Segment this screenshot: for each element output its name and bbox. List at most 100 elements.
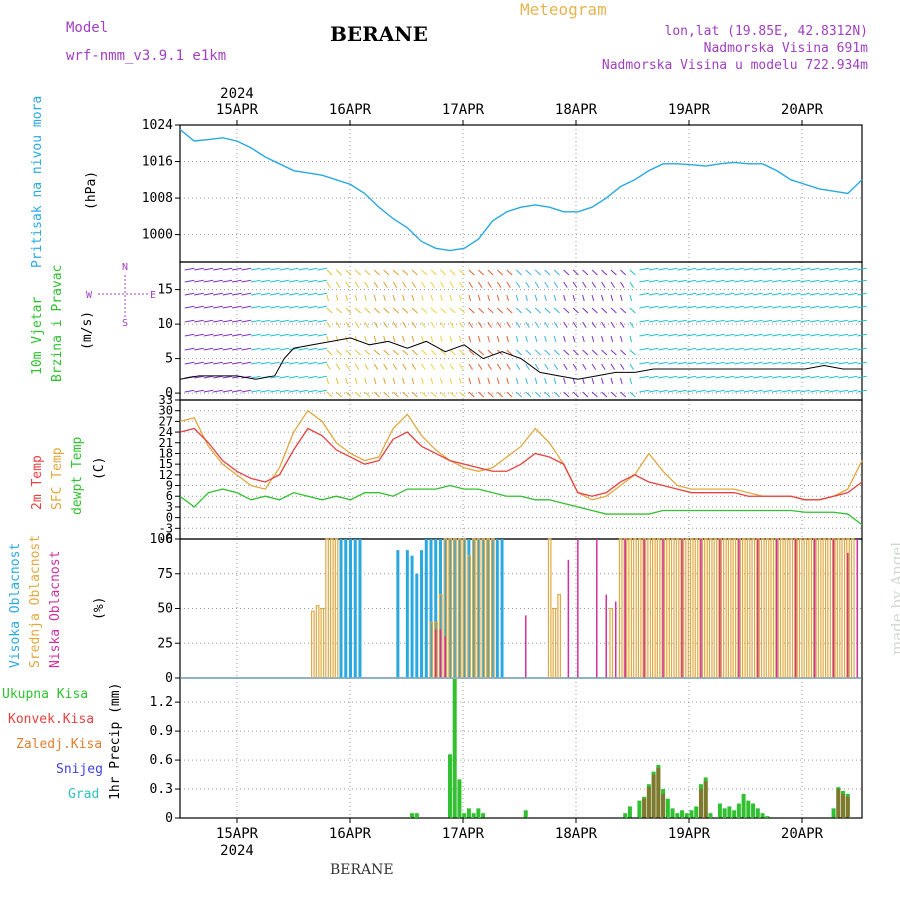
high-cloud-bar: [472, 539, 476, 678]
wind-barb: [430, 349, 437, 356]
wind-barb: [506, 377, 509, 385]
wind-barb: [677, 389, 687, 393]
wind-barb: [411, 377, 415, 385]
wind-barb: [421, 307, 428, 314]
wind-barb: [591, 269, 598, 276]
wind-barb: [402, 281, 407, 288]
wind-barb: [629, 363, 634, 370]
y-tick-label: 5: [165, 352, 173, 367]
wind-barb: [582, 363, 587, 370]
wind-barb: [809, 267, 820, 271]
wind-barb: [459, 363, 464, 370]
wind-barb: [705, 333, 716, 337]
precip-conv-bar: [845, 796, 850, 818]
wind-barb: [241, 319, 252, 323]
wind-barb: [734, 361, 744, 365]
wind-barb: [724, 375, 735, 379]
wind-barb: [250, 292, 261, 296]
mid-cloud-bar: [727, 538, 732, 679]
wind-barb: [639, 333, 650, 337]
low-cloud-bar: [700, 539, 702, 678]
wind-barb: [534, 349, 541, 356]
wind-barb: [809, 389, 820, 393]
wind-barb: [762, 375, 773, 379]
wind-barb: [232, 347, 242, 351]
wind-barb: [838, 361, 848, 365]
top-day-label: 16APR: [329, 102, 372, 118]
precip-total-bar: [637, 800, 642, 818]
wind-barb: [459, 281, 464, 288]
wind-barb: [762, 333, 773, 337]
wind-barb: [335, 349, 343, 356]
high-cloud-bar: [420, 550, 424, 678]
precip-total-bar: [447, 754, 452, 818]
wind-barb: [345, 321, 350, 328]
wind-barb: [809, 361, 820, 365]
wind-barb: [449, 363, 455, 370]
wind-barb: [241, 279, 252, 283]
wind-barb: [677, 347, 687, 351]
wind-barb: [392, 349, 399, 356]
wind-barb: [241, 267, 252, 271]
wind-barb: [591, 335, 595, 343]
top-day-label: 18APR: [555, 102, 598, 118]
wind-barb: [459, 307, 466, 314]
low-cloud-bar: [567, 559, 570, 678]
wind-barb: [639, 279, 650, 283]
wind-barb: [620, 349, 627, 356]
wind-barb: [715, 267, 725, 271]
wind-barb: [345, 391, 352, 398]
wind-barb: [317, 305, 327, 309]
precip-total-bar: [457, 779, 462, 818]
wind-barb: [582, 281, 587, 288]
wind-barb: [288, 347, 299, 351]
wind-barb: [553, 321, 559, 328]
wind-barb: [610, 349, 617, 356]
wind-barb: [771, 319, 782, 323]
wind-barb: [847, 375, 858, 379]
wind-barb: [468, 294, 472, 302]
wind-barb: [468, 321, 473, 328]
wind-barb: [563, 294, 566, 302]
wind-barb: [639, 305, 650, 309]
wind-barb: [752, 267, 763, 271]
wind-barb: [734, 347, 744, 351]
wind-barb: [686, 333, 697, 337]
wind-barb: [544, 294, 547, 302]
wind-barb: [762, 361, 773, 365]
wind-barb: [430, 377, 434, 385]
wind-barb: [705, 389, 716, 393]
wind-barb: [629, 281, 634, 288]
low-cloud-bar: [847, 552, 849, 678]
wind-barb: [194, 333, 204, 337]
wind-barb: [364, 294, 367, 302]
precip-conv-bar: [661, 793, 666, 818]
wind-barb: [667, 305, 678, 309]
wind-barb: [658, 333, 668, 337]
wind-barb: [667, 375, 678, 379]
wind-barb: [677, 319, 687, 323]
y-tick-label: 75: [157, 567, 173, 582]
wind-barb: [345, 269, 352, 276]
wind-barb: [771, 305, 782, 309]
y-tick-label: 0.3: [150, 782, 173, 797]
wind-barb: [809, 305, 820, 309]
wind-barb: [477, 281, 483, 288]
wind-barb: [515, 363, 521, 370]
wind-barb: [809, 319, 820, 323]
wind-barb: [515, 269, 523, 276]
wind-barb: [800, 333, 811, 337]
wind-barb: [345, 281, 350, 288]
precip-conv-bar: [642, 798, 647, 818]
wind-barb: [345, 363, 350, 370]
wind-barb: [213, 389, 223, 393]
wind-barb: [222, 319, 233, 323]
y-tick-label: 0: [165, 671, 173, 686]
wind-barb: [734, 333, 744, 337]
wind-barb: [184, 347, 195, 351]
wind-barb: [506, 294, 509, 302]
wind-barb: [658, 389, 668, 393]
wind-barb: [298, 333, 309, 337]
wind-barb: [734, 267, 744, 271]
wind-barb: [809, 347, 820, 351]
